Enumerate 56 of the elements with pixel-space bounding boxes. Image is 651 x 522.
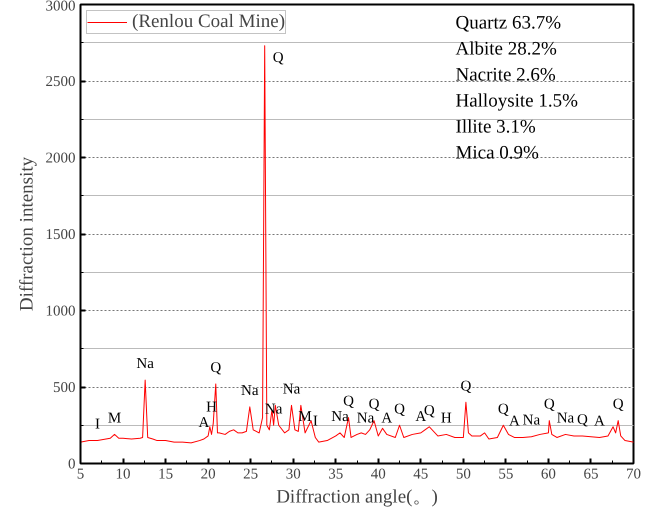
annotation: Q	[577, 412, 588, 428]
x-tick-label: 20	[200, 466, 216, 482]
annotation: A	[594, 413, 606, 430]
x-tick-label: 30	[286, 466, 301, 482]
x-tick-label: 65	[583, 466, 598, 482]
y-tick-label: 3000	[46, 0, 76, 14]
annotation: H	[440, 410, 452, 426]
x-axis-title: Diffraction angle(。)	[276, 486, 438, 508]
annotation: M	[108, 410, 122, 426]
annotation: Na	[356, 410, 375, 426]
annotation: Q	[612, 396, 624, 413]
annotation: Na	[136, 356, 154, 372]
annotation: Q	[343, 394, 354, 410]
y-tick-label: 2000	[46, 150, 76, 166]
y-tick-label: 1000	[46, 304, 76, 320]
y-tick-label: 0	[68, 456, 76, 472]
annotation: Illite 3.1%	[456, 116, 536, 138]
annotation: Na	[331, 408, 350, 425]
annotation: Na	[282, 381, 301, 398]
annotation: Q	[498, 401, 509, 418]
x-tick-label: 25	[243, 466, 258, 482]
annotation: Q	[368, 396, 380, 413]
annotation: Q	[394, 401, 406, 418]
x-tick-label: 5	[76, 466, 84, 482]
annotation: A	[381, 410, 392, 426]
y-tick-label: 500	[53, 380, 76, 396]
annotation: Albite 28.2%	[456, 38, 557, 60]
annotation: Nacrite 2.6%	[456, 64, 556, 86]
annotation: Q	[210, 360, 222, 376]
annotation: Q	[544, 396, 555, 413]
x-tick-label: 35	[328, 466, 344, 482]
annotation: Quartz 63.7%	[456, 12, 562, 34]
annotation: I	[95, 416, 100, 433]
x-tick-label: 45	[413, 466, 428, 482]
annotation: A	[198, 415, 210, 432]
x-tick-label: 55	[498, 466, 514, 482]
annotation: Mica 0.9%	[456, 142, 540, 164]
annotation: Na	[241, 382, 259, 399]
x-tick-label: 40	[370, 466, 386, 482]
annotation: Q	[460, 378, 472, 394]
annotation: Na	[522, 412, 540, 429]
x-tick-label: 10	[116, 466, 131, 482]
annotation: Halloysite 1.5%	[456, 90, 578, 112]
annotation: I	[312, 413, 318, 430]
annotation: Q	[424, 402, 435, 419]
y-axis-title: Diffraction intensity	[16, 156, 38, 312]
legend-label: (Renlou Coal Mine)	[132, 11, 286, 33]
x-tick-label: 50	[456, 466, 471, 482]
annotation: A	[508, 413, 520, 430]
y-tick-label: 1500	[46, 227, 76, 243]
annotation: Na	[556, 410, 575, 426]
y-tick-label: 2500	[46, 74, 76, 90]
x-tick-label: 60	[540, 466, 556, 482]
x-tick-label: 15	[158, 466, 174, 482]
x-tick-label: 70	[626, 466, 641, 482]
annotation: Q	[272, 50, 284, 66]
